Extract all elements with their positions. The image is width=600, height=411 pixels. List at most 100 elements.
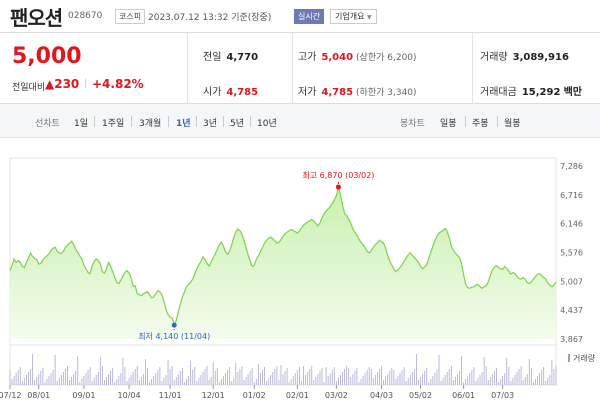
volume-bar xyxy=(93,378,95,385)
volume-bar xyxy=(438,355,440,385)
volume-bar xyxy=(60,375,62,385)
tab-divider xyxy=(196,116,197,127)
volume-bar xyxy=(130,375,132,385)
volume-bar xyxy=(335,381,337,385)
x-tick-label: 07/12 xyxy=(0,391,22,400)
open-price: 시가 4,785 xyxy=(203,83,258,98)
volume-bar xyxy=(272,372,274,385)
volume-bar xyxy=(430,379,432,385)
volume-bar xyxy=(145,359,146,385)
volume-bar xyxy=(50,373,52,385)
volume-bar xyxy=(298,367,300,385)
volume-bar xyxy=(383,380,385,385)
tab-weekly-candle[interactable]: 주봉 xyxy=(472,119,489,129)
volume-bar xyxy=(479,375,481,385)
volume-bar xyxy=(333,367,335,385)
volume-bar xyxy=(186,379,187,385)
volume-bar xyxy=(337,378,339,385)
change-percent: +4.82% xyxy=(92,77,144,91)
volume-bar xyxy=(442,378,444,385)
volume-bar xyxy=(151,379,153,385)
volume-bar xyxy=(208,380,210,385)
tab-divider xyxy=(223,116,224,127)
volume-bar xyxy=(114,382,116,385)
x-tick-label: 11/01 xyxy=(159,391,182,400)
volume-bar xyxy=(264,367,265,385)
high-value: 5,040 xyxy=(321,52,354,63)
volume-bar xyxy=(315,377,317,385)
tab-1y[interactable]: 1년 xyxy=(176,119,191,129)
volume-bar xyxy=(360,379,362,385)
tab-10y[interactable]: 10년 xyxy=(257,119,277,129)
tab-monthly-candle[interactable]: 월봉 xyxy=(504,119,521,129)
trade-amount: 거래대금 15,292 백만 xyxy=(480,83,582,98)
volume-bar xyxy=(101,366,103,385)
volume-bar xyxy=(461,356,463,385)
volume-bar xyxy=(239,369,241,385)
volume-bar xyxy=(159,367,161,385)
volume-bar xyxy=(282,374,284,385)
y-tick-label: 5,007 xyxy=(560,277,583,286)
volume-bar xyxy=(110,371,112,385)
volume-bar xyxy=(301,381,302,385)
volume-bar xyxy=(214,371,216,385)
volume-bar xyxy=(467,376,469,385)
volume-bar xyxy=(171,366,173,385)
volume-bar xyxy=(245,377,247,385)
volume-bar xyxy=(547,378,549,385)
volume-bar xyxy=(528,359,530,385)
volume-bar xyxy=(13,376,15,385)
tab-3m[interactable]: 3개월 xyxy=(139,119,162,129)
volume-bar xyxy=(323,382,325,385)
volume-bar xyxy=(551,360,553,385)
live-badge[interactable]: 실시간 xyxy=(294,9,325,24)
tab-5y[interactable]: 5년 xyxy=(230,119,245,129)
tab-3y[interactable]: 3년 xyxy=(203,119,218,129)
volume-bar xyxy=(294,373,296,385)
volume-bar xyxy=(296,370,298,385)
volume-bar xyxy=(465,379,467,385)
company-info-button[interactable]: 기업개요 ▼ xyxy=(330,9,377,24)
x-tick-label: 07/03 xyxy=(491,391,514,400)
price-area xyxy=(10,187,556,339)
tab-divider xyxy=(250,116,251,127)
tab-divider xyxy=(168,116,169,127)
low-label: 최저 4,140 (11/04) xyxy=(138,331,210,341)
volume-bar xyxy=(237,372,239,385)
volume-bar xyxy=(516,372,518,385)
tab-daily-candle[interactable]: 일봉 xyxy=(440,119,457,129)
volume-bar xyxy=(477,378,479,385)
volume-bar xyxy=(436,370,438,385)
volume-bar xyxy=(405,381,407,385)
volume-bar xyxy=(52,370,54,385)
tab-1d[interactable]: 1일 xyxy=(74,119,89,129)
volume-bar xyxy=(227,370,229,385)
volume-bar xyxy=(317,374,319,385)
volume-bar xyxy=(71,377,73,385)
volume-bar xyxy=(184,382,185,385)
volume-bar xyxy=(99,357,101,385)
volume-bar xyxy=(58,378,60,385)
tab-1w[interactable]: 1주일 xyxy=(102,119,125,129)
volume-bar xyxy=(142,374,144,385)
volume-bar xyxy=(67,366,68,385)
volume-bar xyxy=(457,374,458,385)
volume-legend-swatch xyxy=(568,354,570,362)
divider xyxy=(472,33,473,104)
volume-bar xyxy=(475,381,477,385)
volume-bar xyxy=(376,372,378,385)
volume-bar xyxy=(270,375,272,385)
volume-bar xyxy=(202,372,204,385)
volume-bar xyxy=(198,378,200,385)
volume-bar xyxy=(87,370,89,385)
volume-bar xyxy=(46,379,48,385)
volume-bar xyxy=(89,367,91,385)
x-tick-label: 06/01 xyxy=(452,391,475,400)
volume-bar xyxy=(399,373,401,385)
high-label: 고가 xyxy=(298,52,317,63)
volume-bar xyxy=(206,366,208,385)
volume-bar xyxy=(329,373,331,385)
volume-bar xyxy=(508,367,510,385)
volume-bar xyxy=(463,382,465,385)
